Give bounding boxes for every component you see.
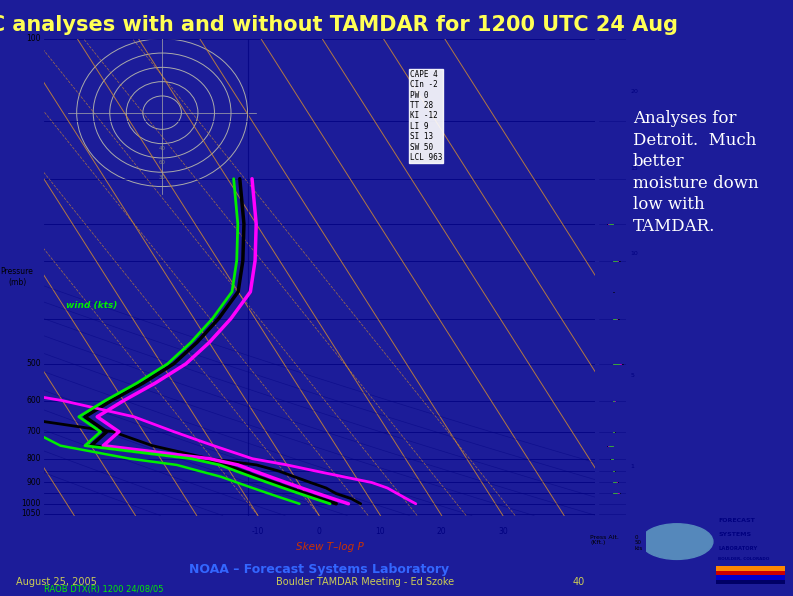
Text: 40: 40 <box>573 577 585 587</box>
Text: 20: 20 <box>437 527 446 536</box>
Text: SYSTEMS: SYSTEMS <box>718 532 752 537</box>
Text: 30: 30 <box>498 527 508 536</box>
Text: RAOB DTX(R) 1200 24/08/05: RAOB DTX(R) 1200 24/08/05 <box>44 585 163 594</box>
Text: 700: 700 <box>26 427 41 436</box>
Text: -10: -10 <box>251 527 264 536</box>
Text: 0
50
kts: 0 50 kts <box>635 535 643 551</box>
Text: LABORATORY: LABORATORY <box>718 546 757 551</box>
Text: 800: 800 <box>26 454 41 463</box>
Text: 1050: 1050 <box>21 509 41 518</box>
Text: 1000: 1000 <box>21 499 41 508</box>
Text: CAPE 4
CIn -2
PW 0
TT 28
KI -12
LI 9
SI 13
SW 50
LCL 963: CAPE 4 CIn -2 PW 0 TT 28 KI -12 LI 9 SI … <box>410 70 442 162</box>
Text: 1: 1 <box>630 464 634 468</box>
Text: 500: 500 <box>26 359 41 368</box>
Text: FORECAST: FORECAST <box>718 519 755 523</box>
Text: 0: 0 <box>316 527 322 536</box>
Text: Press Alt.
(Kft.): Press Alt. (Kft.) <box>590 535 619 545</box>
Text: Pressure
(mb): Pressure (mb) <box>1 268 33 287</box>
Text: 600: 600 <box>26 396 41 405</box>
Text: 900: 900 <box>26 478 41 487</box>
Text: Skew T–log P: Skew T–log P <box>297 542 364 552</box>
Text: wind (kts): wind (kts) <box>66 301 117 310</box>
Text: Analyses for
Detroit.  Much
better
moisture down
low with
TAMDAR.: Analyses for Detroit. Much better moistu… <box>633 110 758 235</box>
Text: RUC analyses with and without TAMDAR for 1200 UTC 24 Aug: RUC analyses with and without TAMDAR for… <box>0 15 678 35</box>
Bar <box>715 571 785 575</box>
Text: 30: 30 <box>159 175 166 179</box>
Bar <box>715 575 785 580</box>
Text: Boulder TAMDAR Meeting - Ed Szoke: Boulder TAMDAR Meeting - Ed Szoke <box>276 577 454 587</box>
Text: 10: 10 <box>630 252 638 256</box>
Text: 5: 5 <box>630 373 634 378</box>
Text: 40: 40 <box>159 146 166 151</box>
Text: 15: 15 <box>630 166 638 171</box>
Circle shape <box>641 524 713 560</box>
Text: August 25, 2005: August 25, 2005 <box>16 577 97 587</box>
Text: 100: 100 <box>26 34 41 44</box>
Text: 60: 60 <box>159 160 166 165</box>
Bar <box>715 566 785 571</box>
Text: 20: 20 <box>630 89 638 94</box>
Text: 10: 10 <box>376 527 385 536</box>
Bar <box>715 580 785 584</box>
Text: BOULDER, COLORADO: BOULDER, COLORADO <box>718 557 770 561</box>
Text: NOAA – Forecast Systems Laboratory: NOAA – Forecast Systems Laboratory <box>189 563 450 576</box>
